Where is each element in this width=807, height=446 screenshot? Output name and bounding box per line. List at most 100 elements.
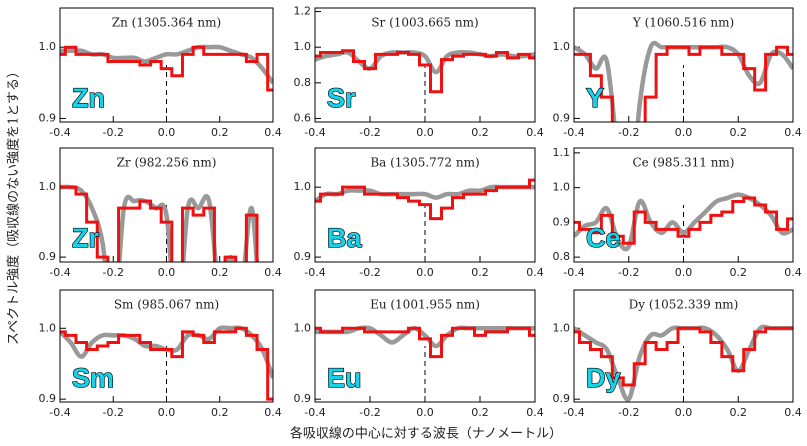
x-tick-label: 0.2 — [730, 126, 748, 139]
plot-frame — [314, 147, 536, 263]
y-tick-label: 0.8 — [294, 76, 312, 89]
model-spectrum — [315, 325, 535, 349]
element-label: Zn — [72, 83, 105, 113]
x-tick-label: -0.2 — [359, 406, 380, 419]
x-tick-label: 0.4 — [526, 406, 544, 419]
panel-title: Dy (1052.339 nm) — [629, 298, 739, 312]
y-axis-label: スペクトル強度（吸収線のない強度を1とする） — [6, 65, 22, 345]
observed-spectrum — [60, 45, 273, 92]
panel-title: Zr (982.256 nm) — [117, 156, 217, 170]
x-tick-label: 0.0 — [416, 126, 434, 139]
panel-title: Sr (1003.665 nm) — [371, 16, 478, 30]
x-tick-label: -0.4 — [304, 266, 325, 279]
element-label: Zr — [72, 223, 99, 253]
x-tick-label: -0.2 — [618, 266, 639, 279]
x-tick-label: 0.0 — [158, 266, 176, 279]
element-label: Ce — [586, 223, 621, 253]
panel-title: Zn (1305.364 nm) — [112, 16, 221, 30]
x-tick-label: 0.2 — [211, 126, 229, 139]
panel: -0.4 -0.2 0.0 0.2 0.4 0.9 1.0 Ba (1305.772 nm) B… — [294, 147, 544, 279]
x-tick-label: -0.2 — [103, 406, 124, 419]
x-tick-label: 0.0 — [158, 126, 176, 139]
x-tick-label: 0.2 — [211, 266, 229, 279]
x-tick-label: -0.4 — [563, 266, 584, 279]
plot-frame — [573, 7, 794, 123]
observed-spectrum — [315, 178, 535, 221]
x-tick-label: 0.4 — [264, 266, 282, 279]
x-tick-label: 0.4 — [784, 266, 802, 279]
element-label: Ba — [327, 223, 362, 253]
panel: -0.4 -0.2 0.0 0.2 0.4 0.6 0.8 1.0 1.2 Sr (1003.66… — [294, 5, 544, 139]
x-tick-label: 0.2 — [730, 266, 748, 279]
x-tick-label: 0.4 — [526, 266, 544, 279]
panel: -0.4 -0.2 0.0 0.2 0.4 0.9 1.0 Y (1060.516 nm) Y — [553, 7, 802, 139]
x-tick-label: 0.0 — [416, 406, 434, 419]
y-tick-label: 0.9 — [294, 250, 312, 263]
y-tick-label: 1.0 — [39, 321, 57, 334]
observed-spectrum — [574, 45, 793, 122]
observed-spectrum — [574, 326, 793, 387]
x-tick-label: 0.0 — [675, 406, 693, 419]
y-tick-label: 1.0 — [39, 40, 57, 53]
plot-frame — [59, 7, 274, 123]
x-tick-label: 0.2 — [730, 406, 748, 419]
x-tick-label: 0.0 — [675, 266, 693, 279]
plot-frame — [573, 147, 794, 263]
x-tick-label: 0.2 — [471, 266, 489, 279]
model-spectrum — [60, 44, 273, 85]
x-tick-label: 0.4 — [784, 406, 802, 419]
element-label: Eu — [327, 363, 362, 393]
y-tick-label: 0.9 — [553, 111, 571, 124]
y-tick-label: 0.9 — [39, 250, 57, 263]
x-tick-label: -0.2 — [359, 266, 380, 279]
x-tick-label: 0.4 — [264, 126, 282, 139]
observed-spectrum — [60, 185, 259, 262]
y-tick-label: 1.0 — [553, 40, 571, 53]
x-tick-label: -0.2 — [359, 126, 380, 139]
observed-spectrum — [574, 196, 793, 245]
observed-spectrum — [315, 49, 535, 94]
x-tick-label: -0.4 — [49, 266, 70, 279]
x-tick-label: -0.4 — [49, 406, 70, 419]
x-tick-label: 0.0 — [416, 266, 434, 279]
y-tick-label: 0.9 — [39, 392, 57, 405]
y-tick-label: 0.6 — [294, 111, 312, 124]
x-tick-label: -0.4 — [563, 406, 584, 419]
element-label: Y — [586, 83, 604, 113]
y-tick-label: 1.0 — [294, 180, 312, 193]
element-label: Sr — [327, 83, 356, 113]
model-spectrum — [315, 49, 535, 75]
plot-frame — [314, 289, 536, 403]
y-tick-label: 1.0 — [294, 321, 312, 334]
x-tick-label: 0.4 — [784, 126, 802, 139]
y-tick-label: 1.0 — [39, 180, 57, 193]
plot-frame — [59, 147, 274, 263]
plot-frame — [573, 289, 794, 403]
x-tick-label: -0.4 — [49, 126, 70, 139]
x-tick-label: 0.2 — [471, 406, 489, 419]
panel-title: Ce (985.311 nm) — [632, 156, 734, 170]
x-tick-label: -0.4 — [304, 406, 325, 419]
x-tick-label: 0.4 — [264, 406, 282, 419]
panel-title: Eu (1001.955 nm) — [370, 298, 480, 312]
panel: -0.4 -0.2 0.0 0.2 0.4 0.9 1.0 Sm (985.067 nm) Sm — [39, 289, 282, 419]
y-tick-label: 0.9 — [553, 392, 571, 405]
x-tick-label: 0.0 — [675, 126, 693, 139]
x-tick-label: -0.4 — [304, 126, 325, 139]
x-tick-label: -0.2 — [103, 266, 124, 279]
x-axis-label: 各吸収線の中心に対する波長（ナノメートル） — [290, 426, 562, 442]
y-tick-label: 0.9 — [553, 215, 571, 228]
x-tick-label: -0.2 — [618, 126, 639, 139]
panel-title: Y (1060.516 nm) — [632, 16, 734, 30]
observed-spectrum — [315, 326, 535, 359]
panel-title: Sm (985.067 nm) — [114, 298, 219, 312]
y-tick-label: 0.8 — [553, 250, 571, 263]
x-tick-label: -0.2 — [618, 406, 639, 419]
plot-frame — [59, 289, 274, 403]
x-tick-label: 0.4 — [526, 126, 544, 139]
x-tick-label: 0.2 — [471, 126, 489, 139]
y-tick-label: 1.0 — [553, 181, 571, 194]
panel: -0.4 -0.2 0.0 0.2 0.4 0.8 0.9 1.0 1.1 Ce (985.311… — [553, 146, 802, 279]
x-tick-label: -0.4 — [563, 126, 584, 139]
x-tick-label: 0.2 — [211, 406, 229, 419]
